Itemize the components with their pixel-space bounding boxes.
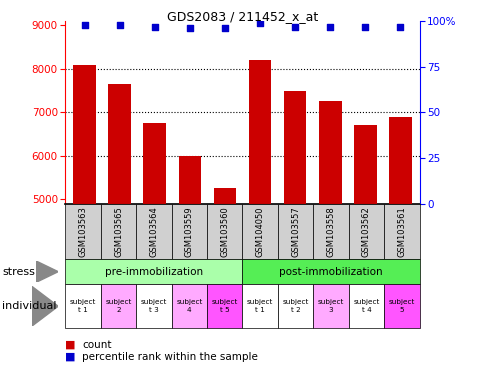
Text: subject
t 2: subject t 2 bbox=[282, 300, 308, 313]
Bar bbox=[73, 65, 96, 384]
Text: ■: ■ bbox=[65, 352, 76, 362]
Point bbox=[290, 23, 298, 30]
Text: GSM103558: GSM103558 bbox=[326, 206, 335, 257]
Bar bbox=[143, 123, 166, 384]
Point bbox=[256, 20, 263, 26]
Text: count: count bbox=[82, 340, 112, 350]
Text: post-immobilization: post-immobilization bbox=[279, 266, 382, 277]
Point bbox=[361, 23, 368, 30]
Text: subject
t 1: subject t 1 bbox=[246, 300, 273, 313]
Text: pre-immobilization: pre-immobilization bbox=[105, 266, 203, 277]
Text: GDS2083 / 211452_x_at: GDS2083 / 211452_x_at bbox=[166, 10, 318, 23]
Text: subject
3: subject 3 bbox=[317, 300, 344, 313]
Text: GSM103565: GSM103565 bbox=[114, 206, 123, 257]
Bar bbox=[388, 117, 411, 384]
Point bbox=[326, 23, 333, 30]
Point bbox=[395, 23, 403, 30]
Text: subject
2: subject 2 bbox=[105, 300, 132, 313]
Point bbox=[116, 22, 123, 28]
Polygon shape bbox=[31, 286, 58, 326]
Text: GSM103560: GSM103560 bbox=[220, 206, 229, 257]
Point bbox=[81, 22, 89, 28]
Text: subject
5: subject 5 bbox=[388, 300, 414, 313]
Bar bbox=[283, 91, 306, 384]
Point bbox=[221, 25, 228, 31]
Text: GSM103562: GSM103562 bbox=[361, 206, 370, 257]
Bar bbox=[318, 101, 341, 384]
Point bbox=[151, 23, 158, 30]
Text: stress: stress bbox=[2, 266, 35, 277]
Bar bbox=[178, 156, 201, 384]
Text: individual: individual bbox=[2, 301, 57, 311]
Text: GSM103563: GSM103563 bbox=[78, 206, 88, 257]
Bar bbox=[353, 125, 376, 384]
Text: subject
4: subject 4 bbox=[176, 300, 202, 313]
Text: subject
t 3: subject t 3 bbox=[140, 300, 167, 313]
Text: ■: ■ bbox=[65, 340, 76, 350]
Text: GSM103564: GSM103564 bbox=[149, 206, 158, 257]
Text: GSM103561: GSM103561 bbox=[396, 206, 406, 257]
Text: GSM104050: GSM104050 bbox=[255, 206, 264, 257]
Point bbox=[186, 25, 194, 31]
Bar bbox=[213, 188, 236, 384]
Text: GSM103557: GSM103557 bbox=[290, 206, 300, 257]
Text: GSM103559: GSM103559 bbox=[184, 206, 194, 257]
Text: subject
t 5: subject t 5 bbox=[211, 300, 238, 313]
Bar bbox=[248, 60, 271, 384]
Polygon shape bbox=[36, 261, 58, 282]
Text: percentile rank within the sample: percentile rank within the sample bbox=[82, 352, 258, 362]
Bar bbox=[108, 84, 131, 384]
Text: subject
t 1: subject t 1 bbox=[70, 300, 96, 313]
Text: subject
t 4: subject t 4 bbox=[352, 300, 379, 313]
